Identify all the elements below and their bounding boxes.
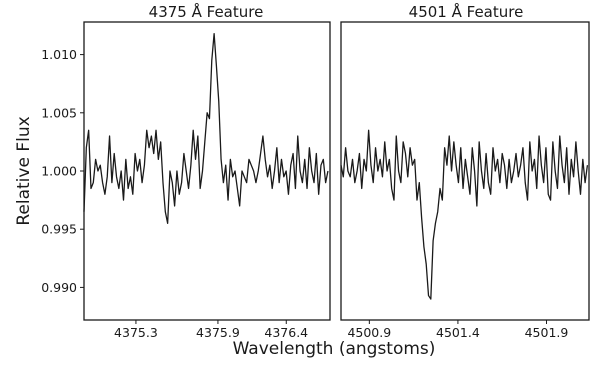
spectrum-line-4501 [340,129,589,300]
spectrum-line-4375 [83,32,329,225]
y-axis-label: Relative Flux [14,116,34,225]
x-tick-label: 4501.9 [525,325,569,340]
x-tick-label: 4376.4 [264,325,308,340]
x-tick-label: 4375.3 [114,325,158,340]
y-tick-label: 0.995 [41,222,77,237]
panel-title-4501: 4501 Å Feature [409,2,524,21]
x-tick-label: 4500.9 [347,325,391,340]
panel-4375-feature: 4375 Å Feature 0.990 0.995 1.000 1.005 1.010… [41,2,331,340]
x-axis-label: Wavelength (angstoms) [233,339,436,359]
x-axis-ticks-4501: 4500.9 4501.4 4501.9 [347,320,568,340]
plot-frame-4501 [340,21,590,321]
y-tick-label: 1.005 [41,105,77,120]
x-tick-label: 4501.4 [436,325,480,340]
y-tick-label: 1.010 [41,47,77,62]
x-tick-label: 4375.9 [196,325,240,340]
panel-title-4375: 4375 Å Feature [149,2,264,21]
y-tick-label: 0.990 [41,280,77,295]
y-axis-ticks: 0.990 0.995 1.000 1.005 1.010 [41,47,84,295]
panel-4501-feature: 4501 Å Feature 4500.9 4501.4 4501.9 [340,2,590,340]
x-axis-ticks-4375: 4375.3 4375.9 4376.4 [114,320,308,340]
y-tick-label: 1.000 [41,164,77,179]
